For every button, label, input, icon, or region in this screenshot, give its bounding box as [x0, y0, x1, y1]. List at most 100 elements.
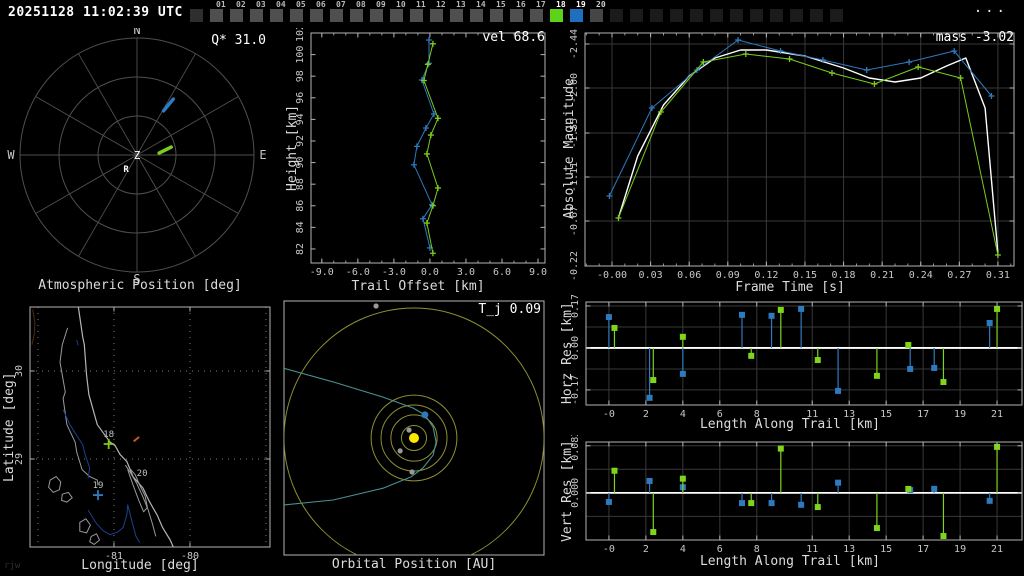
frame-cell-18[interactable]: 18	[550, 0, 570, 28]
frame-square[interactable]	[370, 9, 383, 22]
panel-trail-offset: -9.0 -6.0 -3.0 0.0 3.0 6.0 9.0 82 84 86 88 90 92 94 96…	[283, 28, 553, 295]
frame-square[interactable]	[250, 9, 263, 22]
frame-square[interactable]	[530, 9, 543, 22]
frame-cell-blank	[670, 0, 690, 28]
svg-text:20: 20	[137, 469, 148, 479]
frame-cell-lead	[190, 0, 210, 28]
frame-square[interactable]	[570, 9, 583, 22]
frame-square	[730, 9, 743, 22]
svg-text:0.18: 0.18	[832, 270, 856, 281]
svg-text:17: 17	[917, 409, 929, 420]
svg-text:0.09: 0.09	[716, 270, 740, 281]
svg-text:19: 19	[93, 481, 104, 491]
map-xlabel: Longitude [deg]	[81, 558, 199, 573]
svg-text:0.0: 0.0	[421, 267, 439, 278]
svg-text:6: 6	[717, 409, 723, 420]
frame-square	[810, 9, 823, 22]
frame-cell-11[interactable]: 11	[410, 0, 430, 28]
frame-square	[790, 9, 803, 22]
svg-text:-0.67: -0.67	[569, 206, 580, 236]
frame-cell-10[interactable]: 10	[390, 0, 410, 28]
svg-text:-0: -0	[603, 409, 615, 420]
frame-number-label: 12	[436, 0, 446, 9]
panel-vert-residuals: -0 2 4 6 8 11 13 15 17 19 21 0.083 0.000 Length Alon…	[556, 435, 1024, 576]
svg-text:-2.00: -2.00	[569, 73, 580, 103]
frame-cell-02[interactable]: 02	[230, 0, 250, 28]
light-curve-xlabel: Frame Time [s]	[735, 280, 845, 295]
frame-number-label: 15	[496, 0, 506, 9]
frame-square[interactable]	[410, 9, 423, 22]
svg-text:0.12: 0.12	[754, 270, 778, 281]
frame-square[interactable]	[330, 9, 343, 22]
frame-square[interactable]	[390, 9, 403, 22]
frame-square[interactable]	[490, 9, 503, 22]
mass-title: mass -3.02	[935, 30, 1014, 45]
frame-cell-16[interactable]: 16	[510, 0, 530, 28]
frame-cell-12[interactable]: 12	[430, 0, 450, 28]
atmospheric-position-chart: N S E W ZR	[7, 28, 266, 286]
frame-square	[630, 9, 643, 22]
frame-cell-06[interactable]: 06	[310, 0, 330, 28]
frame-cell-08[interactable]: 08	[350, 0, 370, 28]
frame-cell-04[interactable]: 04	[270, 0, 290, 28]
svg-text:E: E	[259, 148, 266, 162]
frame-square[interactable]	[270, 9, 283, 22]
frame-cell-03[interactable]: 03	[250, 0, 270, 28]
frame-square	[610, 9, 623, 22]
frame-square[interactable]	[450, 9, 463, 22]
frame-square	[650, 9, 663, 22]
frame-square[interactable]	[510, 9, 523, 22]
frame-square[interactable]	[290, 9, 303, 22]
light-curve-ylabel: Absolute Magnitude	[562, 78, 577, 220]
frame-cell-05[interactable]: 05	[290, 0, 310, 28]
horz-residuals-chart: -0 2 4 6 8 11 13 15 17 19 21 0.17 0.00 -0.17	[570, 295, 1023, 420]
frame-square[interactable]	[230, 9, 243, 22]
frame-square	[750, 9, 763, 22]
menu-ellipsis-icon[interactable]: ...	[973, 0, 1008, 16]
frame-number-label: 11	[416, 0, 426, 9]
svg-text:21: 21	[991, 409, 1003, 420]
svg-text:0.000: 0.000	[570, 478, 581, 508]
svg-text:-0.22: -0.22	[569, 251, 580, 281]
frame-cell-blank	[810, 0, 830, 28]
ground-map-chart: 18 19 20 -81 -80 30 29	[14, 306, 271, 562]
frame-cell-01[interactable]: 01	[210, 0, 230, 28]
frame-square[interactable]	[430, 9, 443, 22]
svg-text:96: 96	[295, 92, 306, 104]
frame-cell-14[interactable]: 14	[470, 0, 490, 28]
frame-cell-17[interactable]: 17	[530, 0, 550, 28]
frame-number-label: 08	[356, 0, 366, 9]
frame-cell-19[interactable]: 19	[570, 0, 590, 28]
frame-cell-15[interactable]: 15	[490, 0, 510, 28]
frame-cell-07[interactable]: 07	[330, 0, 350, 28]
frame-cell-13[interactable]: 13	[450, 0, 470, 28]
frame-square[interactable]	[470, 9, 483, 22]
frame-square[interactable]	[550, 9, 563, 22]
svg-text:15: 15	[880, 544, 892, 555]
frame-square[interactable]	[590, 9, 603, 22]
svg-text:-9.0: -9.0	[310, 267, 334, 278]
svg-text:15: 15	[880, 409, 892, 420]
svg-text:84: 84	[295, 221, 306, 233]
svg-text:0.06: 0.06	[677, 270, 701, 281]
frame-cell-blank	[830, 0, 850, 28]
frame-cell-blank	[630, 0, 650, 28]
frame-square[interactable]	[350, 9, 363, 22]
frame-square[interactable]	[310, 9, 323, 22]
svg-text:3.0: 3.0	[457, 267, 475, 278]
svg-text:86: 86	[295, 200, 306, 212]
frame-square[interactable]	[210, 9, 223, 22]
svg-text:S: S	[133, 272, 140, 286]
svg-text:2: 2	[643, 409, 649, 420]
svg-text:13: 13	[843, 544, 855, 555]
svg-text:0.27: 0.27	[947, 270, 971, 281]
frame-cell-blank	[650, 0, 670, 28]
frame-number-label: 06	[316, 0, 326, 9]
svg-text:-0.00: -0.00	[597, 270, 627, 281]
frame-number-label: 07	[336, 0, 346, 9]
frame-cell-20[interactable]: 20	[590, 0, 610, 28]
frame-cell-09[interactable]: 09	[370, 0, 390, 28]
light-curve-chart: -0.00 0.03 0.06 0.09 0.12 0.15 0.18 0.21 0.24 0.2…	[569, 29, 1015, 281]
trail-offset-xlabel: Trail Offset [km]	[351, 279, 485, 294]
